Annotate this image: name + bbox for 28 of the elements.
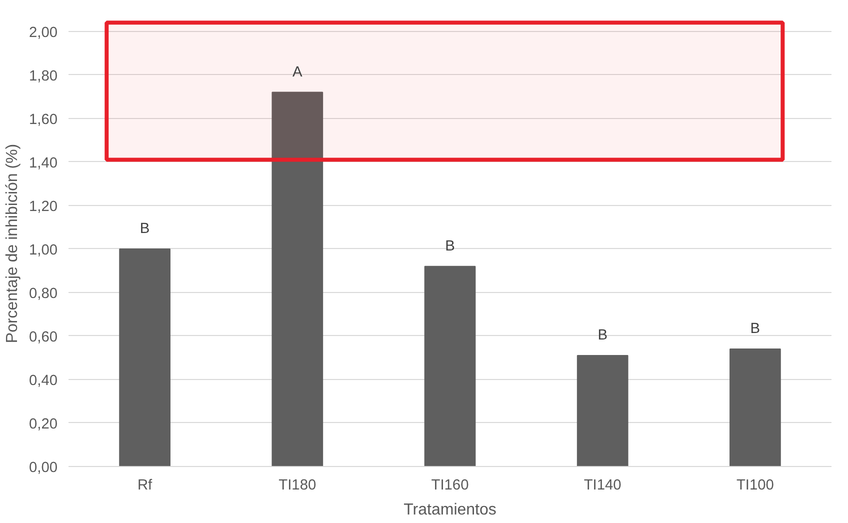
y-tick-label: 1,80 [28,68,58,84]
bar [272,92,324,466]
y-tick-label: 2,00 [28,24,58,41]
annotation: B [445,238,455,254]
y-tick-label: 0,40 [28,372,58,389]
y-tick-label: 0,20 [28,416,58,432]
y-tick-label: 0,60 [28,329,58,346]
x-tick-label: TI160 [431,478,469,494]
bar [576,355,628,466]
annotation: A [292,64,303,80]
x-tick-label: TI180 [278,478,316,494]
x-tick-label: TI100 [736,478,774,494]
y-axis-title: Porcentaje de inhibición (%) [4,144,21,344]
y-tick-label: 1,60 [28,112,58,128]
x-axis-title: Tratamientos [404,502,496,518]
y-tick-label: 1,40 [28,155,58,172]
bar [424,266,476,466]
y-tick-label: 1,00 [28,242,58,258]
annotation: B [750,321,760,338]
x-tick-label: Rf [137,478,154,494]
bar [730,348,781,466]
y-tick-label: 0,00 [28,460,58,476]
annotation: B [598,328,608,344]
annotation: B [140,220,150,237]
bar [119,248,170,466]
y-tick-label: 0,80 [28,286,58,302]
y-tick-label: 1,20 [28,198,58,215]
x-tick-label: TI140 [584,478,622,494]
